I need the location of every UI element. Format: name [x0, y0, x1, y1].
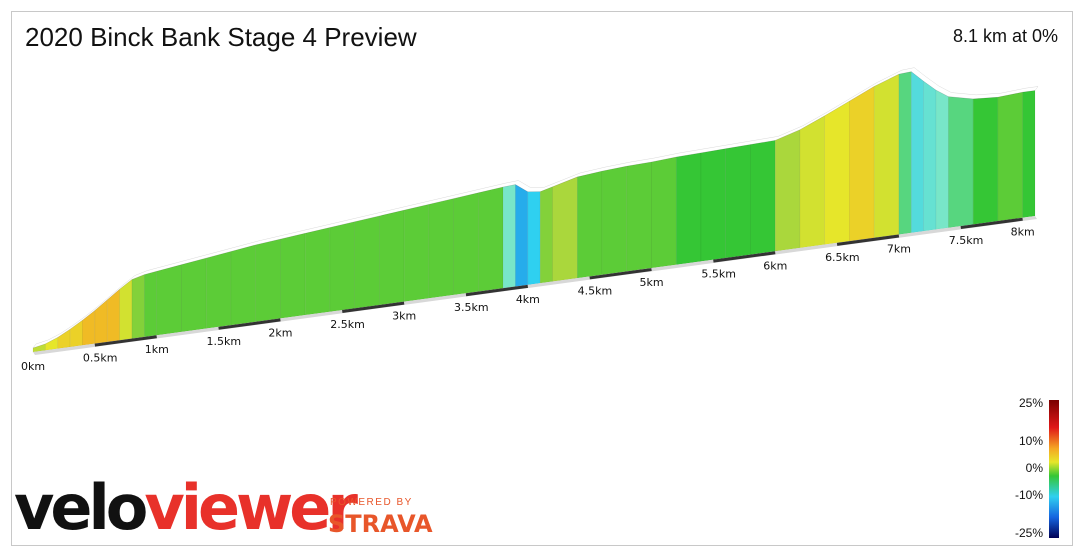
x-tick-label: 2.5km: [330, 318, 365, 331]
baseline-km-marker: [960, 217, 1023, 230]
x-tick-label: 5.5km: [701, 268, 736, 281]
baseline-km-marker: [589, 268, 652, 280]
baseline-km-marker: [465, 284, 529, 297]
x-tick-label: 1.5km: [207, 335, 242, 348]
gradient-legend-bar: [1049, 400, 1059, 538]
legend-label-minus-25: -25%: [1014, 526, 1043, 540]
logo-viewer-text: viewer: [144, 471, 358, 544]
x-tick-label: 0km: [21, 360, 45, 373]
profile-baseline: [33, 216, 1037, 355]
page-title: 2020 Binck Bank Stage 4 Preview: [25, 22, 417, 52]
legend-label-25: 25%: [1018, 396, 1043, 410]
x-tick-label: 2km: [268, 326, 292, 339]
baseline-km-marker: [836, 234, 900, 246]
x-tick-label: 3.5km: [454, 301, 489, 314]
legend-label-minus-10: -10%: [1014, 488, 1043, 502]
x-tick-label: 4km: [516, 293, 540, 306]
strava-logo: STRAVA: [328, 510, 433, 538]
logo-velo-text: velo: [14, 471, 148, 544]
veloviewer-logo: veloviewer: [14, 477, 358, 539]
x-tick-label: 0.5km: [83, 352, 118, 365]
baseline-km-marker: [94, 335, 157, 347]
profile-top-surface: [32, 67, 1039, 349]
baseline-km-marker: [342, 301, 405, 314]
route-summary: 8.1 km at 0%: [952, 26, 1058, 46]
x-tick-label: 3km: [392, 310, 416, 323]
powered-by-label: POWERED BY: [330, 497, 413, 508]
x-tick-label: 6km: [763, 259, 787, 272]
x-tick-label: 6.5km: [825, 251, 860, 264]
x-tick-label: 8km: [1011, 226, 1035, 239]
x-tick-label: 7.5km: [949, 234, 984, 247]
x-tick-label: 4.5km: [578, 284, 613, 297]
baseline-km-marker: [218, 318, 281, 330]
x-tick-label: 1km: [145, 343, 169, 356]
legend-label-0: 0%: [1025, 461, 1043, 475]
x-tick-label: 5km: [640, 276, 664, 289]
legend-label-10: 10%: [1018, 434, 1043, 448]
x-tick-label: 7km: [887, 242, 911, 255]
baseline-km-marker: [713, 251, 776, 263]
